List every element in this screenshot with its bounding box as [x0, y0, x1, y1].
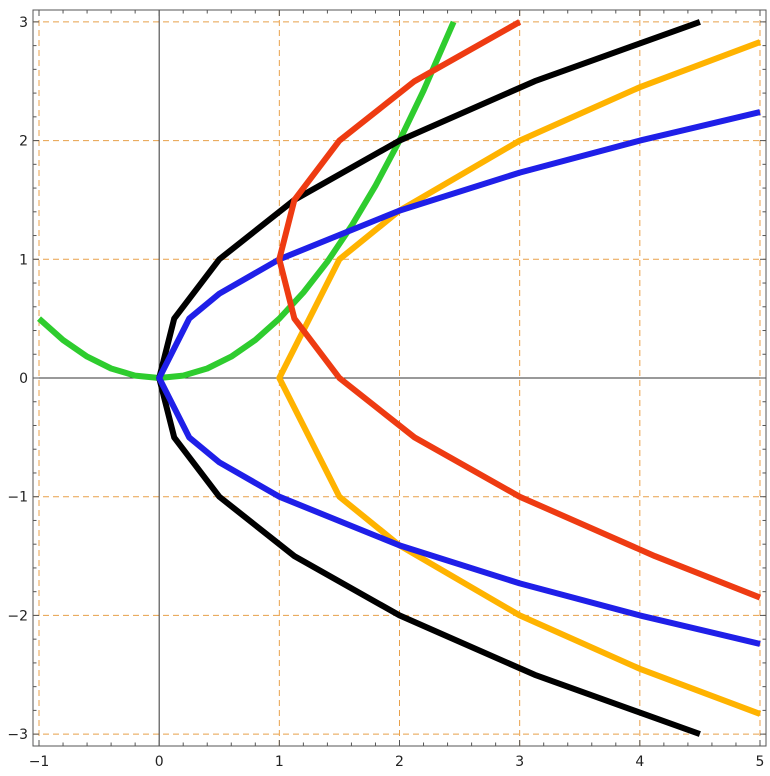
- series-line-1: [37, 20, 457, 381]
- tick-labels: −1 0 1 2 3 4 5 −3 −2 −1 0 1 2 3: [7, 15, 764, 770]
- x-tick-label: 4: [635, 754, 644, 770]
- x-tick-label: −1: [29, 754, 50, 770]
- x-tick-label: 5: [756, 754, 765, 770]
- series-line-3: [276, 39, 762, 717]
- x-tick-label: 1: [275, 754, 284, 770]
- y-tick-label: 2: [19, 134, 28, 150]
- series-line-5: [276, 19, 762, 601]
- plot-frame: [32, 9, 767, 747]
- y-tick-label: −3: [7, 727, 28, 743]
- y-tick-label: 3: [19, 15, 28, 31]
- y-tick-label: −2: [7, 608, 28, 624]
- y-tick-label: −1: [7, 490, 28, 506]
- x-tick-label: 2: [395, 754, 404, 770]
- y-tick-label: 1: [19, 252, 28, 268]
- x-tick-label: 0: [155, 754, 164, 770]
- curve-series: [37, 19, 762, 737]
- series-line-4: [156, 109, 761, 647]
- x-tick-label: 3: [515, 754, 524, 770]
- y-tick-label: 0: [19, 371, 28, 387]
